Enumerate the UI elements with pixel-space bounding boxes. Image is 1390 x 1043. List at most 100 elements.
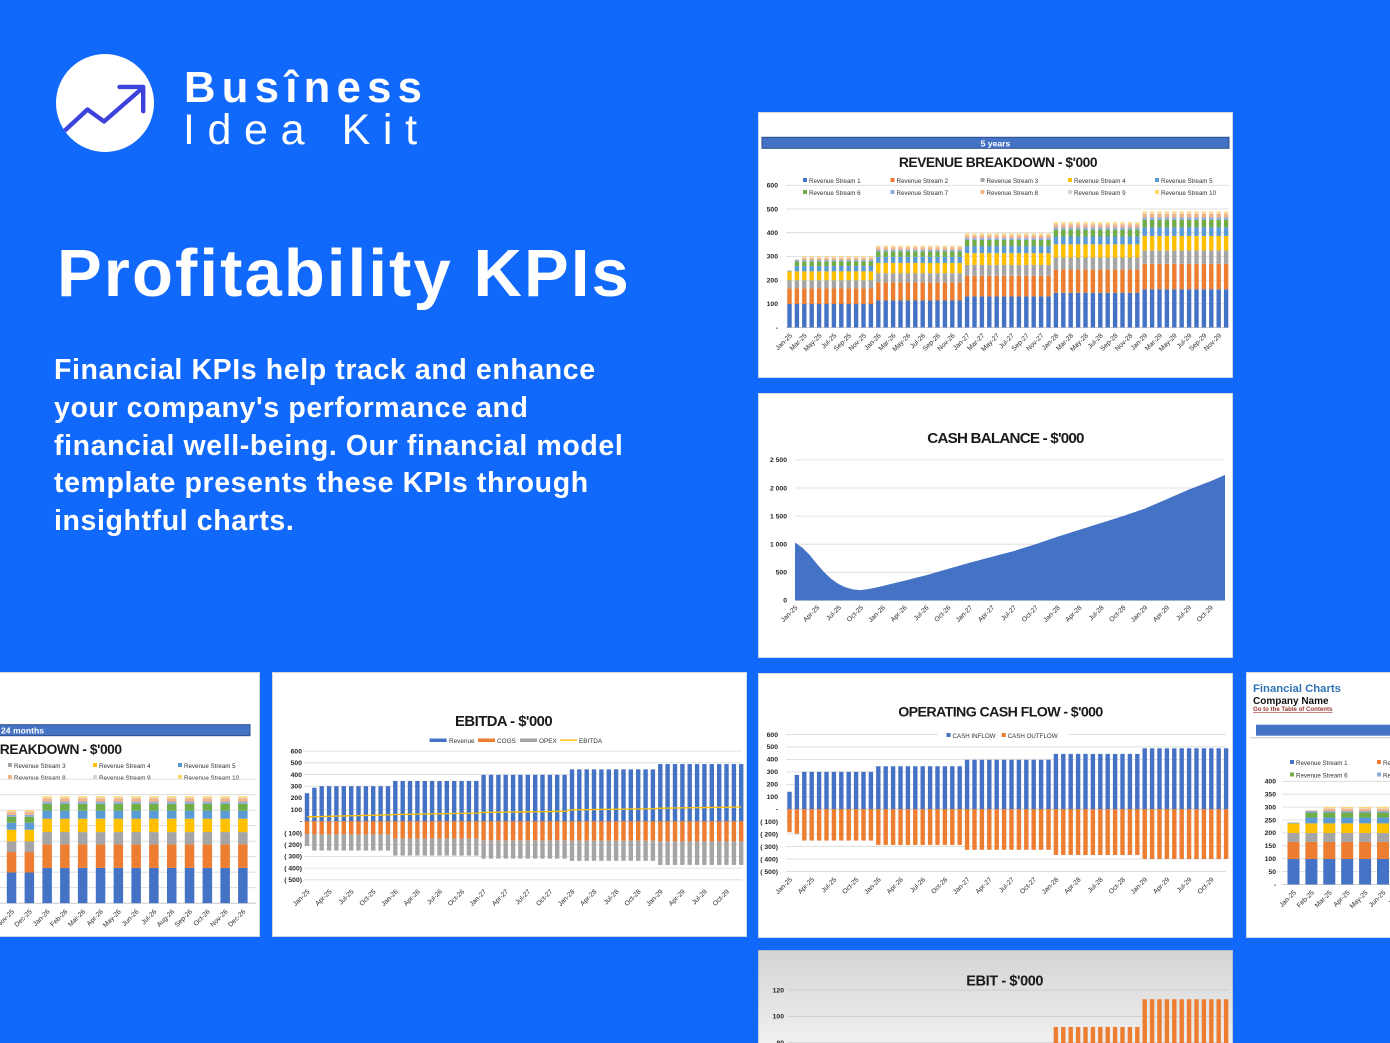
svg-text:100: 100 [1265, 856, 1277, 863]
svg-text:-: - [776, 807, 778, 814]
svg-text:Financial Charts: Financial Charts [1253, 683, 1341, 695]
svg-text:Jan-28: Jan-28 [557, 888, 577, 908]
svg-text:Jan-29: Jan-29 [1130, 876, 1150, 896]
svg-text:Apr-27: Apr-27 [977, 604, 996, 623]
svg-text:Jan-26: Jan-26 [868, 604, 888, 624]
svg-text:200: 200 [1265, 830, 1277, 837]
svg-text:May-26: May-26 [102, 908, 123, 929]
svg-text:Jan-27: Jan-27 [469, 888, 489, 908]
svg-text:OPEX: OPEX [539, 738, 557, 745]
svg-text:300: 300 [1265, 804, 1277, 811]
svg-text:Apr-28: Apr-28 [579, 888, 598, 907]
svg-text:CASH OUTFLOW: CASH OUTFLOW [1008, 733, 1058, 740]
svg-text:Company Name: Company Name [1253, 696, 1329, 707]
svg-text:600: 600 [767, 732, 779, 739]
svg-text:600: 600 [291, 748, 303, 755]
svg-text:( 100): ( 100) [760, 819, 778, 826]
svg-text:Oct-28: Oct-28 [1108, 604, 1127, 623]
svg-text:Oct-28: Oct-28 [1108, 876, 1127, 895]
svg-text:Oct-25: Oct-25 [846, 604, 865, 623]
svg-text:400: 400 [291, 772, 303, 779]
svg-text:( 200): ( 200) [760, 831, 778, 838]
svg-text:Jun-25: Jun-25 [1368, 889, 1388, 909]
svg-text:50: 50 [1268, 869, 1276, 876]
svg-text:Jul-29: Jul-29 [1175, 604, 1193, 622]
svg-text:Jan-26: Jan-26 [380, 888, 400, 908]
svg-text:( 300): ( 300) [284, 854, 302, 861]
svg-text:Jan-27: Jan-27 [955, 604, 975, 624]
svg-text:150: 150 [1265, 843, 1277, 850]
svg-text:Jul-26: Jul-26 [909, 876, 927, 894]
svg-text:2 500: 2 500 [770, 457, 787, 464]
svg-text:Apr-27: Apr-27 [975, 876, 994, 895]
svg-text:Jan-25: Jan-25 [292, 888, 312, 908]
svg-text:Jul-27: Jul-27 [998, 876, 1016, 894]
svg-text:Jan-25: Jan-25 [780, 604, 800, 624]
svg-text:Oct-26: Oct-26 [933, 604, 952, 623]
svg-text:Apr-28: Apr-28 [1063, 876, 1082, 895]
svg-text:( 500): ( 500) [760, 869, 778, 876]
svg-text:Feb-25: Feb-25 [1296, 889, 1316, 909]
svg-text:REVENUE BREAKDOWN - $'000: REVENUE BREAKDOWN - $'000 [899, 155, 1098, 170]
svg-text:COGS: COGS [497, 738, 516, 745]
svg-text:Revenue: Revenue [449, 738, 475, 745]
svg-text:Jan-27: Jan-27 [952, 876, 972, 896]
svg-text:100: 100 [767, 301, 779, 308]
svg-text:Jan-25: Jan-25 [1279, 889, 1299, 909]
svg-text:0: 0 [783, 598, 787, 605]
svg-text:Revenue Stream 6: Revenue Stream 6 [809, 190, 861, 197]
svg-text:Dec-26: Dec-26 [227, 908, 247, 928]
svg-text:100: 100 [773, 1014, 785, 1021]
svg-text:-: - [1274, 882, 1276, 889]
svg-text:( 400): ( 400) [760, 856, 778, 863]
svg-text:Jul-25: Jul-25 [820, 876, 838, 894]
svg-text:Jan-25: Jan-25 [775, 876, 795, 896]
svg-text:400: 400 [767, 230, 779, 237]
svg-text:Jul-29: Jul-29 [691, 888, 709, 906]
svg-text:400: 400 [767, 757, 779, 764]
svg-text:Apr-25: Apr-25 [802, 604, 821, 623]
svg-text:Apr-25: Apr-25 [314, 888, 333, 907]
svg-text:OPERATING CASH FLOW - $'000: OPERATING CASH FLOW - $'000 [898, 704, 1103, 720]
svg-text:Apr-26: Apr-26 [886, 876, 905, 895]
svg-text:Jul-27: Jul-27 [514, 888, 532, 906]
svg-text:Mar-26: Mar-26 [67, 908, 87, 928]
svg-text:Revenue Stream 4: Revenue Stream 4 [1074, 178, 1126, 185]
svg-text:2 000: 2 000 [770, 485, 787, 492]
svg-text:Revenue Stream 3: Revenue Stream 3 [14, 763, 66, 770]
svg-text:500: 500 [291, 760, 303, 767]
svg-text:( 300): ( 300) [760, 844, 778, 851]
svg-text:Revenue Stream 9: Revenue Stream 9 [99, 775, 151, 782]
svg-text:Aug-26: Aug-26 [156, 908, 176, 928]
svg-text:5 years: 5 years [981, 138, 1011, 148]
svg-text:Oct-26: Oct-26 [930, 876, 949, 895]
svg-text:300: 300 [767, 254, 779, 261]
svg-text:Nov-26: Nov-26 [209, 908, 229, 928]
svg-text:( 100): ( 100) [284, 830, 302, 837]
svg-text:Go to the Table of Contents: Go to the Table of Contents [1253, 706, 1333, 713]
svg-text:Revenue Stream 2: Revenue Stream 2 [897, 178, 949, 185]
svg-text:200: 200 [767, 782, 779, 789]
svg-text:( 400): ( 400) [284, 865, 302, 872]
svg-text:Apr-28: Apr-28 [1064, 604, 1083, 623]
svg-text:Revenue Stream 8: Revenue Stream 8 [987, 190, 1039, 197]
svg-text:Oct-26: Oct-26 [447, 888, 466, 907]
svg-text:250: 250 [1265, 817, 1277, 824]
svg-text:Jan-28: Jan-28 [1041, 876, 1061, 896]
svg-text:Revenue Stream 8: Revenue Stream 8 [14, 775, 66, 782]
svg-text:200: 200 [767, 277, 779, 284]
svg-text:1 500: 1 500 [770, 513, 787, 520]
svg-text:500: 500 [767, 744, 779, 751]
svg-text:Jan-26: Jan-26 [863, 876, 883, 896]
svg-text:500: 500 [767, 206, 779, 213]
svg-text:CASH BALANCE - $'000: CASH BALANCE - $'000 [927, 430, 1084, 447]
svg-text:500: 500 [776, 570, 788, 577]
svg-text:-: - [776, 325, 778, 332]
svg-text:Oct-25: Oct-25 [358, 888, 377, 907]
svg-text:Revenue Stream 4: Revenue Stream 4 [99, 763, 151, 770]
svg-text:Revenue Stream 10: Revenue Stream 10 [1161, 190, 1217, 197]
svg-text:Apr-29: Apr-29 [1152, 604, 1171, 623]
svg-text:Oct-29: Oct-29 [1197, 876, 1216, 895]
svg-text:Oct-29: Oct-29 [1196, 604, 1215, 623]
svg-text:REVENUE BREAKDOWN - $'000: REVENUE BREAKDOWN - $'000 [0, 742, 122, 757]
